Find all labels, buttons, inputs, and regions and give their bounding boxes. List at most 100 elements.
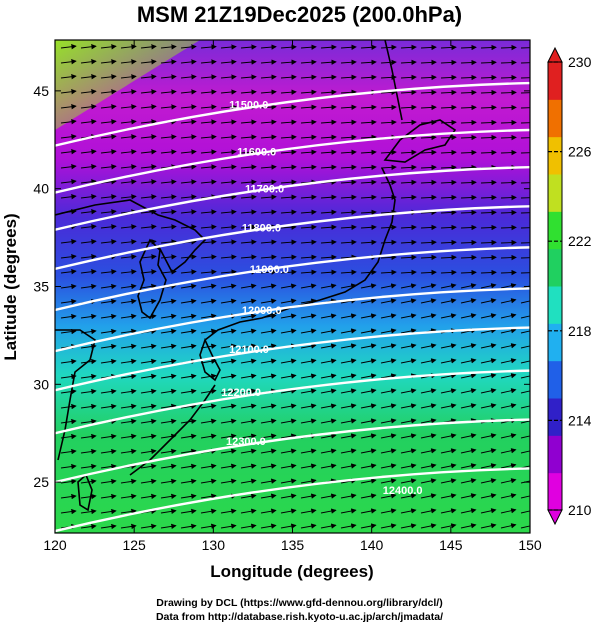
wind-arrow (160, 403, 177, 410)
wind-arrow (460, 89, 477, 96)
wind-arrow (180, 478, 197, 485)
x-axis: 120 125 130 135 140 145 150 (43, 40, 542, 553)
wind-arrow (160, 298, 177, 305)
wind-arrow (300, 313, 317, 319)
wind-arrow (420, 149, 437, 156)
wind-arrow (200, 74, 217, 80)
wind-arrow (220, 209, 237, 215)
wind-arrow (300, 209, 317, 215)
wind-arrow (240, 194, 257, 200)
wind-arrow (360, 164, 377, 170)
x-tick-label: 145 (439, 537, 463, 553)
wind-arrow (60, 358, 77, 365)
wind-arrow (500, 194, 517, 201)
wind-arrow (400, 59, 417, 66)
wind-arrow (280, 224, 297, 230)
wind-arrow (440, 239, 457, 246)
wind-arrow (380, 448, 397, 454)
wind-arrow (60, 463, 77, 470)
wind-arrow (240, 388, 257, 394)
wind-arrow (260, 44, 277, 50)
wind-arrow (160, 358, 177, 365)
coastline-sakhalin (384, 40, 403, 121)
wind-arrow (500, 254, 517, 261)
wind-arrow (460, 74, 477, 81)
wind-arrow (140, 283, 157, 290)
wind-arrow (500, 523, 517, 529)
wind-arrow (400, 478, 417, 484)
wind-arrow (320, 134, 337, 140)
wind-arrow (360, 239, 377, 245)
wind-arrow (260, 463, 277, 469)
wind-arrow (380, 388, 397, 394)
wind-arrow (320, 44, 337, 50)
colorbar-tick-label: 230 (568, 54, 592, 70)
wind-arrow (460, 254, 477, 261)
wind-arrow (340, 179, 357, 185)
wind-arrow (360, 283, 377, 289)
wind-arrow (420, 343, 437, 349)
wind-arrow (220, 89, 237, 95)
wind-arrow (300, 448, 317, 454)
wind-arrow (260, 74, 277, 80)
contour-label: 12100.0 (229, 344, 269, 356)
wind-arrow (360, 74, 377, 80)
wind-arrow (420, 269, 437, 276)
wind-arrow (60, 89, 77, 95)
wind-arrow (200, 508, 217, 514)
wind-arrow (340, 283, 357, 289)
wind-arrow (520, 197, 530, 199)
wind-arrow (340, 254, 357, 260)
wind-arrow (480, 493, 497, 499)
wind-arrow (400, 104, 417, 111)
wind-arrow (440, 59, 457, 66)
wind-arrow (200, 149, 217, 155)
wind-arrow (400, 194, 417, 201)
y-axis: 25 30 35 40 45 (33, 83, 530, 490)
wind-arrow (220, 134, 237, 140)
wind-arrow (140, 448, 157, 455)
wind-arrow (200, 418, 217, 424)
wind-arrow (520, 137, 530, 139)
wind-arrow (240, 373, 257, 379)
y-tick-label: 25 (33, 474, 49, 490)
wind-arrow (240, 298, 257, 304)
wind-arrow (300, 493, 317, 499)
wind-arrow (160, 224, 177, 230)
wind-arrow (240, 44, 257, 50)
wind-arrow (100, 209, 117, 215)
wind-arrow (240, 283, 257, 289)
colorbar-segment (548, 62, 562, 100)
wind-arrow (220, 433, 237, 439)
wind-arrow (520, 212, 530, 214)
wind-arrow (460, 523, 477, 529)
wind-arrow (120, 224, 137, 230)
wind-arrow (460, 358, 477, 364)
wind-arrow (280, 209, 297, 215)
wind-arrow (180, 59, 197, 65)
wind-arrow (80, 164, 97, 170)
wind-arrow (320, 224, 337, 230)
wind-arrow (340, 373, 357, 379)
wind-arrow (300, 298, 317, 304)
wind-arrow (60, 134, 77, 140)
wind-arrow (140, 44, 157, 50)
wind-arrow (500, 283, 517, 289)
wind-arrow (520, 345, 530, 349)
wind-arrow (440, 74, 457, 81)
wind-arrow (140, 104, 157, 110)
wind-arrow (160, 44, 177, 50)
wind-arrow (420, 59, 437, 66)
wind-arrow (140, 523, 157, 530)
wind-arrow (100, 119, 117, 125)
wind-arrow (500, 358, 517, 364)
colorbar-segment (548, 435, 562, 474)
wind-arrow (460, 119, 477, 126)
wind-arrow (240, 149, 257, 155)
wind-arrow (80, 313, 97, 320)
wind-arrow (220, 194, 237, 200)
wind-arrow (420, 298, 437, 304)
wind-arrow (500, 209, 517, 216)
wind-arrow (400, 463, 417, 469)
wind-arrow (400, 493, 417, 499)
